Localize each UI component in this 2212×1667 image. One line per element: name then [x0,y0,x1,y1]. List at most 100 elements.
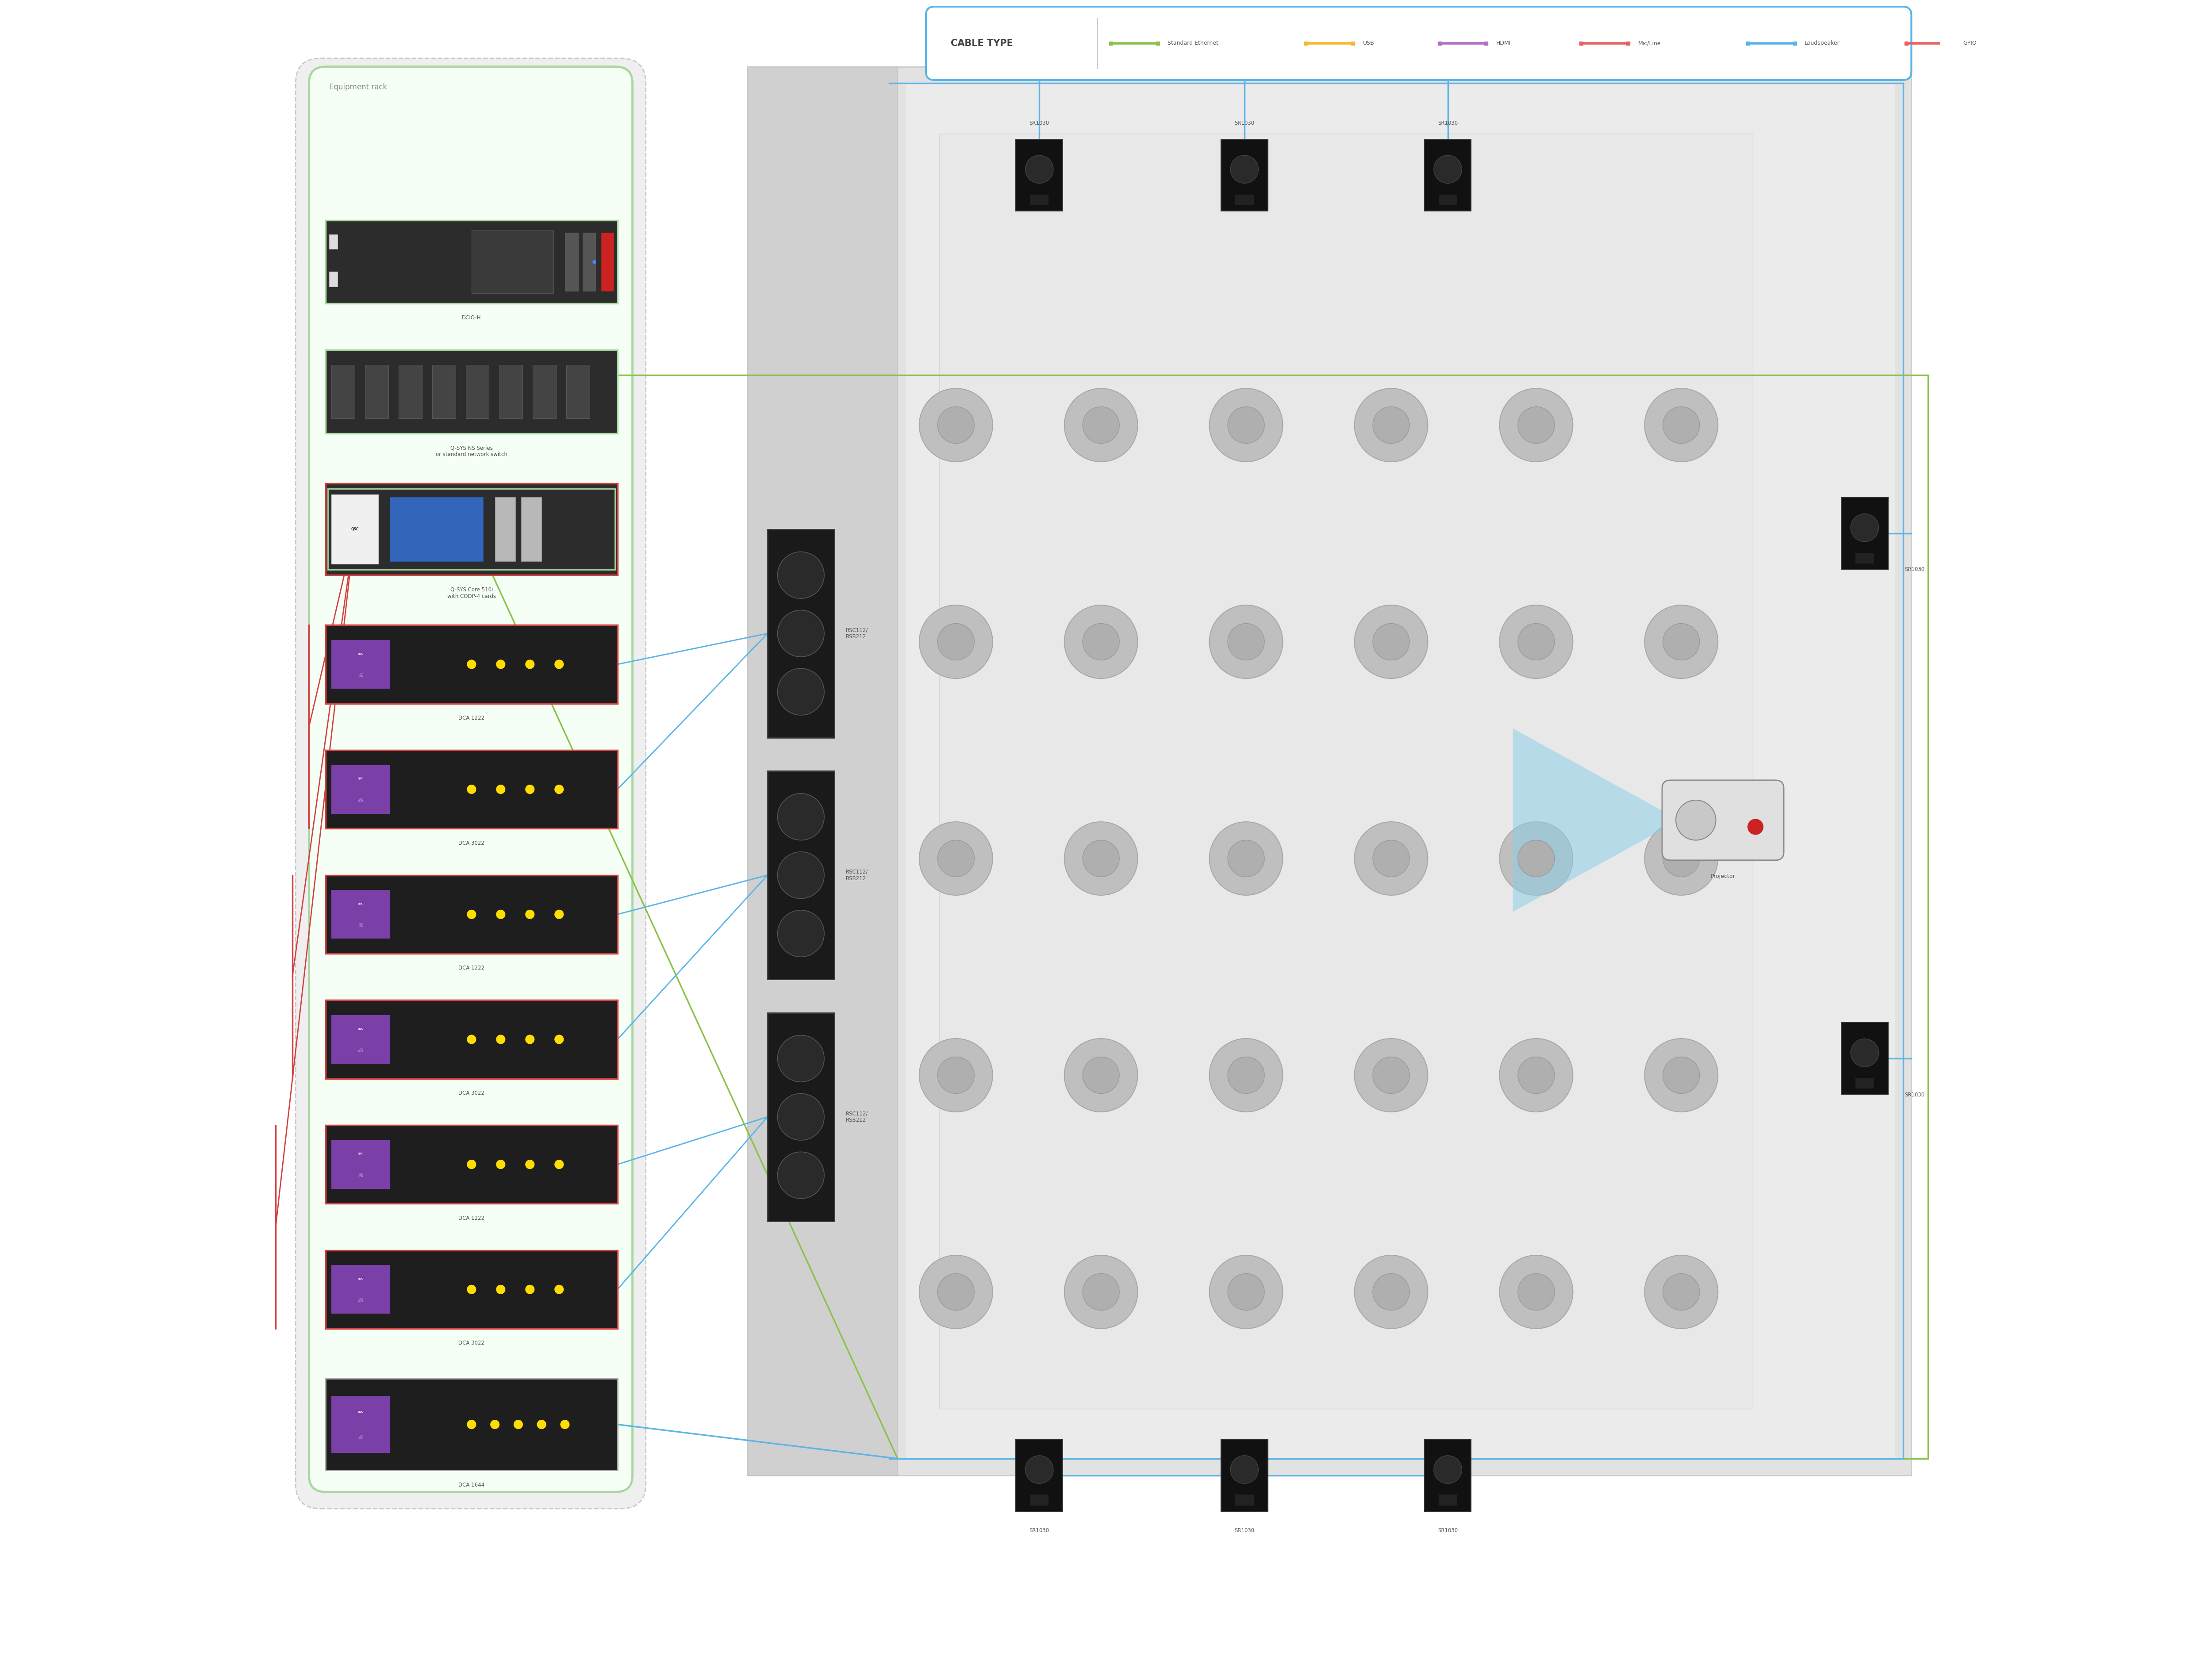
Bar [327,488,615,570]
Bar [1856,553,1874,563]
Circle shape [1228,407,1265,443]
Bar [325,750,617,828]
Text: DCA 3022: DCA 3022 [458,1340,484,1345]
Text: RSC112/
RSB212: RSC112/ RSB212 [845,869,867,882]
Circle shape [1433,155,1462,183]
Circle shape [779,610,825,657]
Bar [1031,195,1048,205]
Text: Projector: Projector [1710,874,1734,879]
Circle shape [938,623,973,660]
Circle shape [560,1420,571,1429]
Bar [1425,140,1471,212]
Circle shape [1082,840,1119,877]
Text: QSC: QSC [358,1277,363,1280]
Circle shape [1644,1255,1719,1329]
Text: SR1030: SR1030 [1438,120,1458,127]
Circle shape [524,1285,535,1294]
Bar [1015,1439,1062,1510]
Circle shape [920,822,993,895]
Circle shape [1644,605,1719,678]
Bar [1221,140,1267,212]
Circle shape [467,1285,476,1294]
Text: Standard Ethernet: Standard Ethernet [1168,40,1219,47]
Circle shape [513,1420,522,1429]
Text: CABLE TYPE: CABLE TYPE [951,38,1013,48]
Bar [325,483,617,575]
Bar [748,67,1911,1475]
Circle shape [1517,407,1555,443]
Circle shape [524,1035,535,1044]
Circle shape [1210,1039,1283,1112]
Bar [768,772,834,980]
Circle shape [1354,605,1427,678]
Bar [332,890,389,939]
Bar [907,83,1896,1459]
Circle shape [467,1035,476,1044]
Circle shape [1500,1255,1573,1329]
Circle shape [1228,623,1265,660]
Circle shape [1082,623,1119,660]
Circle shape [1354,1255,1427,1329]
Circle shape [467,1420,476,1429]
Bar [330,235,338,250]
Text: DCA 3022: DCA 3022 [458,1090,484,1095]
Text: DCA 3022: DCA 3022 [458,840,484,845]
Circle shape [524,1160,535,1169]
Circle shape [495,1160,504,1169]
Bar [325,625,617,703]
Bar [332,1015,389,1064]
Bar [1031,1495,1048,1505]
Bar [1234,195,1254,205]
Text: SR1030: SR1030 [1234,120,1254,127]
Circle shape [1500,1039,1573,1112]
Circle shape [1230,1455,1259,1484]
Text: SR1030: SR1030 [1905,567,1924,572]
Text: DCA 1644: DCA 1644 [458,1482,484,1487]
Circle shape [495,1035,504,1044]
Circle shape [495,1285,504,1294]
Circle shape [779,1094,825,1140]
Bar [1234,1495,1254,1505]
Text: QSC: QSC [358,1152,363,1155]
Circle shape [1663,407,1699,443]
FancyBboxPatch shape [296,58,646,1509]
Bar [500,365,522,418]
Circle shape [779,1035,825,1082]
Circle shape [920,1255,993,1329]
Circle shape [1517,1274,1555,1310]
Text: DCA
3022: DCA 3022 [358,1299,363,1302]
Bar [566,365,591,418]
Circle shape [467,1160,476,1169]
Bar [325,750,617,828]
Bar [1015,140,1062,212]
Bar [389,497,482,562]
Circle shape [1210,605,1283,678]
Text: QSC: QSC [358,1410,363,1414]
Circle shape [1374,407,1409,443]
Bar [398,365,422,418]
Circle shape [938,840,973,877]
Text: QSC: QSC [358,652,363,655]
Bar [1221,1439,1267,1510]
Circle shape [491,1420,500,1429]
Bar [325,1125,617,1204]
Text: DCA
1222: DCA 1222 [358,673,363,677]
Text: USB: USB [1363,40,1374,47]
Text: QSC: QSC [358,777,363,780]
Text: DCA
1644: DCA 1644 [358,1435,363,1439]
Circle shape [467,785,476,793]
Bar [325,350,617,433]
Bar [768,530,834,737]
Circle shape [1354,388,1427,462]
Text: SR1030: SR1030 [1905,1092,1924,1097]
Text: QSC: QSC [352,527,358,532]
Circle shape [1064,1039,1137,1112]
Circle shape [495,910,504,919]
Text: SR1030: SR1030 [1029,120,1048,127]
Text: DCA 1222: DCA 1222 [458,1215,484,1220]
Bar [332,495,378,563]
Circle shape [467,910,476,919]
Bar [495,497,515,562]
Circle shape [1433,1455,1462,1484]
Circle shape [779,552,825,598]
